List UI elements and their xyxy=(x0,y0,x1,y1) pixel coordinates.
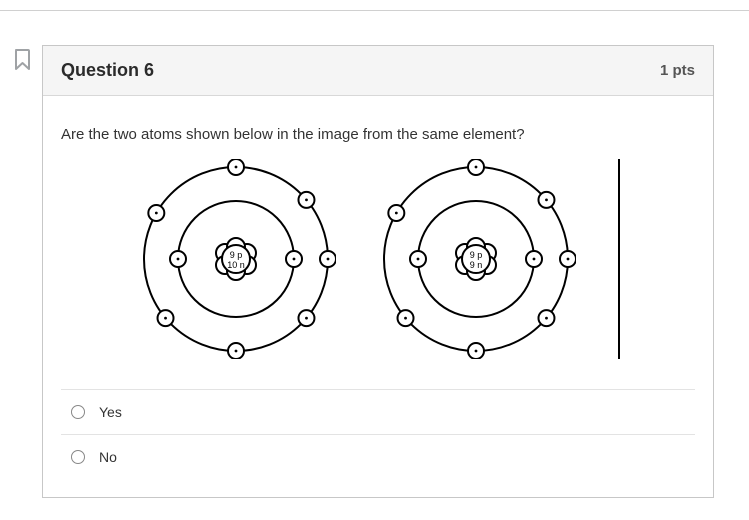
question-title: Question 6 xyxy=(61,60,154,81)
svg-text:9 p: 9 p xyxy=(230,250,243,260)
question-container: Question 6 1 pts Are the two atoms shown… xyxy=(0,11,749,498)
question-header: Question 6 1 pts xyxy=(43,46,713,96)
atom-left: 9 p10 n xyxy=(136,159,336,359)
question-body: Are the two atoms shown below in the ima… xyxy=(43,96,713,497)
option-label: Yes xyxy=(99,404,122,420)
option-no[interactable]: No xyxy=(61,434,695,479)
question-card: Question 6 1 pts Are the two atoms shown… xyxy=(42,45,714,498)
svg-text:10 n: 10 n xyxy=(227,260,245,270)
atom-right: 9 p9 n xyxy=(376,159,576,359)
radio-icon xyxy=(71,405,85,419)
radio-icon xyxy=(71,450,85,464)
figure-right-rule xyxy=(618,159,620,359)
svg-text:9 p: 9 p xyxy=(470,250,483,260)
bookmark-icon[interactable] xyxy=(14,49,32,71)
answer-list: Yes No xyxy=(61,389,695,479)
svg-text:9 n: 9 n xyxy=(470,260,483,270)
question-points: 1 pts xyxy=(660,62,695,79)
question-prompt: Are the two atoms shown below in the ima… xyxy=(61,126,695,143)
option-yes[interactable]: Yes xyxy=(61,390,695,434)
figure: 9 p10 n 9 p9 n xyxy=(61,159,695,359)
option-label: No xyxy=(99,449,117,465)
